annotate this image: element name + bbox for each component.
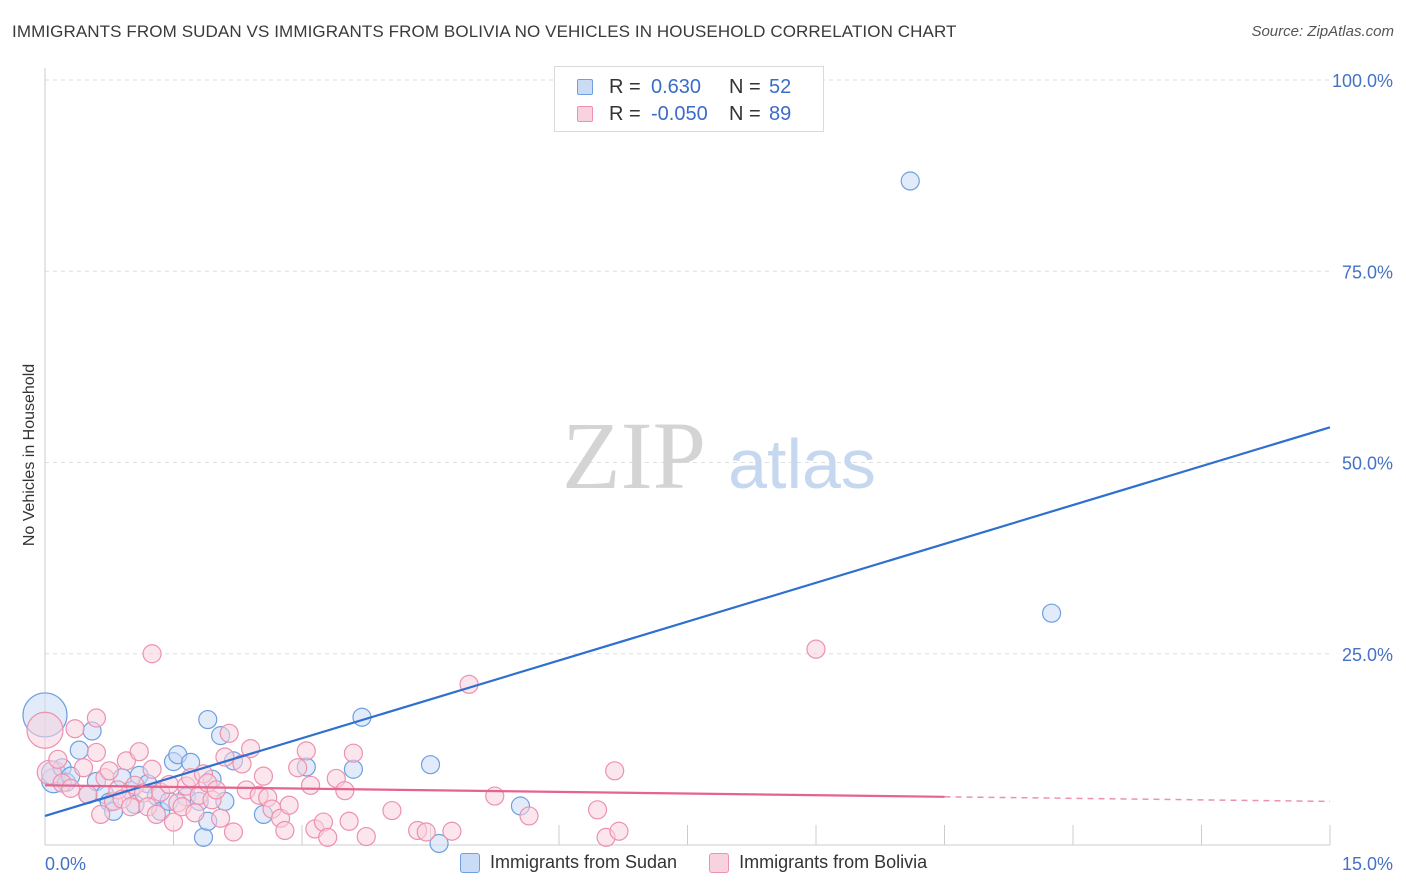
sudan-legend-swatch — [460, 852, 480, 873]
bolivia-point — [86, 708, 107, 728]
bolivia-point — [335, 781, 355, 801]
n-value: 89 — [769, 102, 792, 125]
x-tick-label: 0.0% — [45, 854, 86, 874]
stats-row-bolivia: R = -0.050 N = 89 — [577, 102, 791, 126]
tick-labels: 25.0% 50.0% 75.0% 100.0% 0.0% 15.0% — [45, 71, 1393, 874]
legend-item-bolivia[interactable]: Immigrants from Bolivia — [709, 852, 927, 873]
bolivia-point — [382, 800, 402, 821]
watermark: ZIP atlas — [562, 402, 876, 509]
bolivia-point — [587, 800, 608, 820]
y-tick-label: 25.0% — [1342, 645, 1393, 665]
stats-legend: R = 0.630 N = 52 R = -0.050 N = 89 — [554, 66, 824, 132]
watermark-zip: ZIP — [562, 402, 706, 509]
n-label: N = — [729, 75, 761, 98]
data-points — [22, 171, 1062, 854]
bolivia-point — [806, 639, 826, 659]
watermark-atlas: atlas — [728, 425, 876, 503]
bolivia-point — [163, 812, 184, 832]
sudan-trend-line — [44, 426, 1331, 817]
bolivia-point — [61, 778, 81, 798]
sudan-point — [900, 171, 920, 191]
legend-item-sudan[interactable]: Immigrants from Sudan — [460, 852, 677, 873]
series-legend: Immigrants from Sudan Immigrants from Bo… — [460, 852, 959, 873]
sudan-point — [198, 709, 218, 730]
y-tick-label: 50.0% — [1342, 454, 1393, 474]
source-credit: Source: ZipAtlas.com — [1251, 23, 1394, 40]
bolivia-point — [275, 820, 295, 841]
legend-label: Immigrants from Sudan — [490, 852, 678, 872]
sudan-point — [69, 740, 89, 760]
chart-title: IMMIGRANTS FROM SUDAN VS IMMIGRANTS FROM… — [12, 22, 957, 41]
bolivia-point — [279, 795, 299, 815]
bolivia-point — [609, 821, 629, 841]
y-tick-label: 100.0% — [1332, 71, 1393, 91]
bolivia-point — [48, 749, 68, 769]
bolivia-legend-swatch — [709, 852, 730, 873]
bolivia-point — [142, 759, 162, 779]
trend-lines — [44, 426, 1331, 817]
bolivia-point — [296, 741, 316, 761]
bolivia-point — [219, 723, 239, 743]
legend-label: Immigrants from Bolivia — [739, 852, 928, 872]
bolivia-point — [356, 826, 376, 847]
bolivia-trend-line — [44, 784, 945, 798]
bolivia-point — [253, 766, 274, 786]
y-axis-label: No Vehicles in Household — [21, 363, 38, 547]
bolivia-point — [343, 743, 363, 763]
r-value: 0.630 — [651, 75, 702, 98]
r-label: R = — [609, 102, 641, 125]
bolivia-point — [318, 827, 338, 847]
bolivia-point — [300, 775, 321, 795]
bolivia-point — [121, 797, 141, 817]
bolivia-point — [86, 742, 107, 763]
bolivia-point — [146, 804, 166, 825]
bolivia-point — [519, 806, 539, 826]
bolivia-point — [215, 747, 235, 767]
bolivia-point — [442, 821, 462, 841]
stats-row-sudan: R = 0.630 N = 52 — [577, 75, 791, 99]
bolivia-point — [485, 786, 505, 806]
bolivia-point — [232, 754, 252, 774]
sudan-point — [429, 833, 449, 854]
bolivia-point — [339, 811, 359, 831]
grid-lines — [45, 79, 1330, 655]
n-label: N = — [729, 102, 761, 125]
bolivia-point — [142, 644, 162, 664]
bolivia-point — [223, 822, 244, 842]
sudan-point — [343, 759, 363, 779]
n-value: 52 — [769, 75, 792, 98]
sudan-point — [420, 755, 441, 775]
bolivia-point — [91, 804, 111, 825]
bolivia-point — [185, 803, 205, 823]
bolivia-point — [65, 719, 85, 739]
bolivia-point — [416, 822, 436, 842]
x-tick-label: 15.0% — [1342, 854, 1393, 874]
bolivia-point — [73, 758, 94, 778]
bolivia-point — [129, 742, 149, 762]
bolivia-swatch — [577, 106, 593, 122]
bolivia-point — [211, 808, 231, 828]
sudan-swatch — [577, 79, 593, 95]
bolivia-point — [288, 758, 308, 778]
r-value: -0.050 — [651, 102, 708, 125]
bolivia-trend-extension — [944, 796, 1331, 803]
bolivia-point — [206, 780, 226, 800]
sudan-point — [1041, 603, 1062, 623]
r-label: R = — [609, 75, 641, 98]
bolivia-point — [26, 711, 64, 749]
bolivia-point — [99, 761, 119, 781]
sudan-point — [193, 827, 214, 847]
y-tick-label: 75.0% — [1342, 262, 1393, 282]
bolivia-point — [605, 761, 625, 781]
